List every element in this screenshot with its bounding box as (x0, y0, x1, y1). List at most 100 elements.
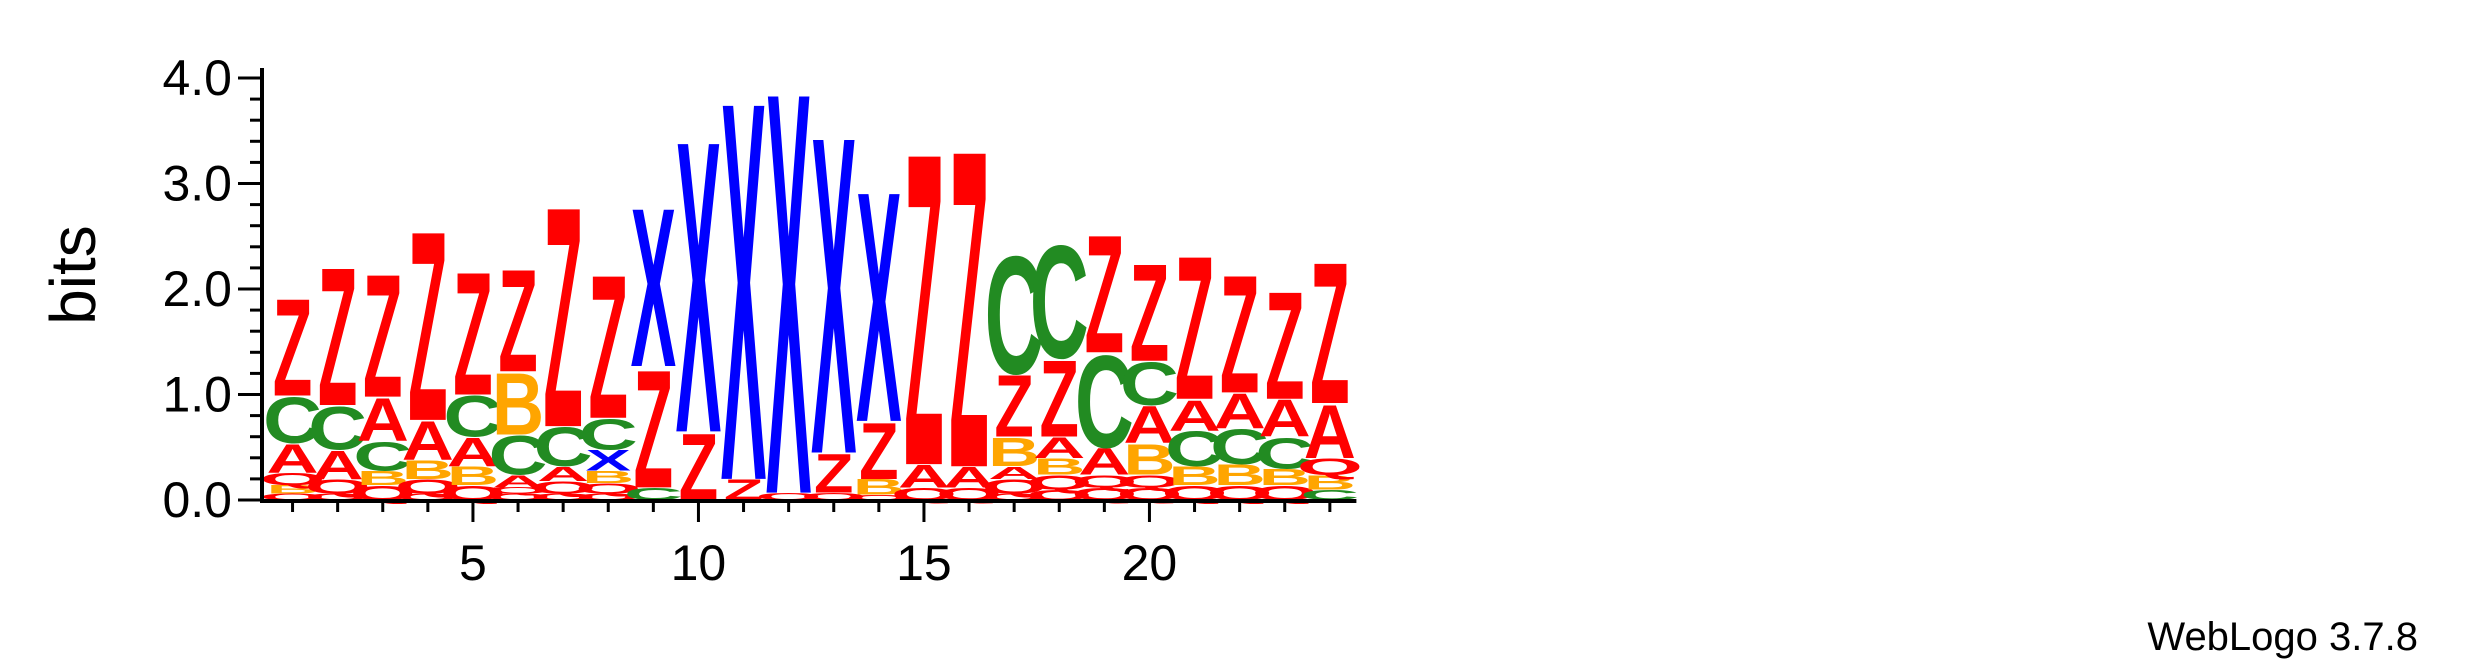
logo-letter-z: Z (634, 335, 673, 524)
logo-letter-z: Z (949, 55, 988, 563)
logo-letter-q: Q (395, 475, 461, 498)
logo-letter-z: Z (859, 407, 898, 496)
logo-letter-c: C (263, 384, 322, 458)
logo-letter-q: Q (1026, 471, 1092, 494)
logo-letter-b: B (1259, 464, 1311, 490)
logo-letter-q: Q (575, 480, 641, 496)
logo-letter-a: A (943, 461, 995, 494)
logo-letter-b: B (492, 356, 544, 454)
stack-position-15: QAZ (891, 60, 957, 560)
logo-letter-x: X (586, 445, 631, 477)
logo-letter-a: A (312, 443, 364, 488)
logo-letter-b: B (988, 430, 1040, 475)
logo-letter-q: Q (395, 492, 461, 502)
logo-letter-z: Z (1040, 338, 1079, 461)
logo-letter-b: B (447, 461, 499, 491)
logo-letter-q: Q (1116, 472, 1182, 492)
logo-letter-z: Z (498, 239, 537, 402)
logo-letter-q: Q (575, 492, 641, 502)
logo-letter-z: Z (1310, 220, 1349, 446)
y-tick-label: 1.0 (162, 367, 232, 423)
logo-letter-z: Z (1085, 200, 1124, 389)
logo-letter-z: Z (589, 233, 628, 462)
logo-letter-b: B (1168, 461, 1220, 491)
logo-letter-q: Q (846, 493, 912, 501)
logo-letter-z: Z (904, 60, 943, 560)
y-tick-label: 0.0 (162, 472, 232, 528)
logo-letter-b: B (1033, 454, 1085, 480)
logo-letter-q: Q (485, 486, 551, 496)
logo-letter-c: C (1165, 422, 1224, 477)
stack-position-11: ZX (721, 0, 767, 594)
logo-letter-a: A (537, 463, 589, 486)
logo-letter-q: Q (981, 492, 1047, 502)
logo-letter-a: A (1168, 391, 1220, 440)
logo-letter-b: B (582, 467, 634, 487)
logo-letter-q: Q (485, 492, 551, 502)
logo-letter-c: C (489, 425, 548, 487)
logo-letter-a: A (1304, 389, 1356, 474)
logo-letter-a: A (447, 430, 499, 475)
logo-letter-z: Z (1220, 241, 1259, 430)
x-tick-label: 20 (1122, 535, 1178, 591)
logo-letter-q: Q (756, 491, 822, 502)
logo-letter-z: Z (814, 442, 853, 505)
logo-letter-c: C (534, 416, 593, 478)
logo-letter-q: Q (530, 478, 596, 498)
y-tick-label: 2.0 (162, 261, 232, 317)
logo-letter-q: Q (1161, 482, 1227, 505)
logo-letter-c: C (624, 484, 683, 504)
logo-letter-q: Q (1297, 454, 1363, 480)
logo-letter-c: C (308, 394, 367, 463)
logo-letter-q: Q (1252, 482, 1318, 505)
logo-letter-a: A (402, 410, 454, 472)
logo-letter-q: Q (305, 492, 371, 502)
stack-position-10: ZX (676, 55, 722, 521)
logo-letter-b: B (357, 467, 409, 490)
logo-letter-q: Q (350, 482, 416, 505)
x-tick-label: 15 (896, 535, 952, 591)
logo-letter-a: A (1259, 390, 1311, 448)
stack-position-9: CZX (624, 160, 683, 524)
logo-letter-q: Q (259, 492, 325, 502)
x-axis: 5 10 15 20 (260, 499, 1357, 591)
logo-letter-z: Z (1265, 260, 1304, 432)
logo-letter-a: A (1214, 384, 1266, 439)
letter-stacks: QBQACZQQACZQBCAZQQBAZQBACZQQACBZQQACZQQB… (259, 0, 1363, 615)
logo-letter-q: Q (440, 482, 506, 505)
logo-letter-c: C (1075, 329, 1134, 476)
logo-letter-z: Z (273, 270, 312, 425)
logo-letter-q: Q (530, 492, 596, 502)
logo-letter-z: Z (318, 228, 357, 448)
logo-letter-x: X (811, 41, 857, 549)
logo-letter-c: C (1210, 420, 1269, 475)
logo-letter-a: A (988, 463, 1040, 483)
y-axis: 0.0 1.0 2.0 3.0 4.0 (162, 50, 264, 528)
logo-letter-b: B (853, 475, 905, 499)
logo-letter-a: A (266, 436, 318, 481)
logo-letter-c: C (443, 385, 502, 450)
logo-letter-b: B (1123, 435, 1175, 484)
y-tick-label: 4.0 (162, 50, 232, 106)
logo-letter-z: Z (1175, 214, 1214, 443)
logo-letter-b: B (266, 483, 318, 496)
logo-letter-q: Q (981, 475, 1047, 498)
logo-letter-z: Z (363, 239, 402, 435)
logo-letter-z: Z (1130, 235, 1169, 390)
logo-letter-x: X (676, 55, 722, 521)
logo-letter-c: C (985, 222, 1044, 410)
logo-letter-c: C (1255, 429, 1314, 478)
stack-position-16: QAZ (936, 55, 1002, 563)
